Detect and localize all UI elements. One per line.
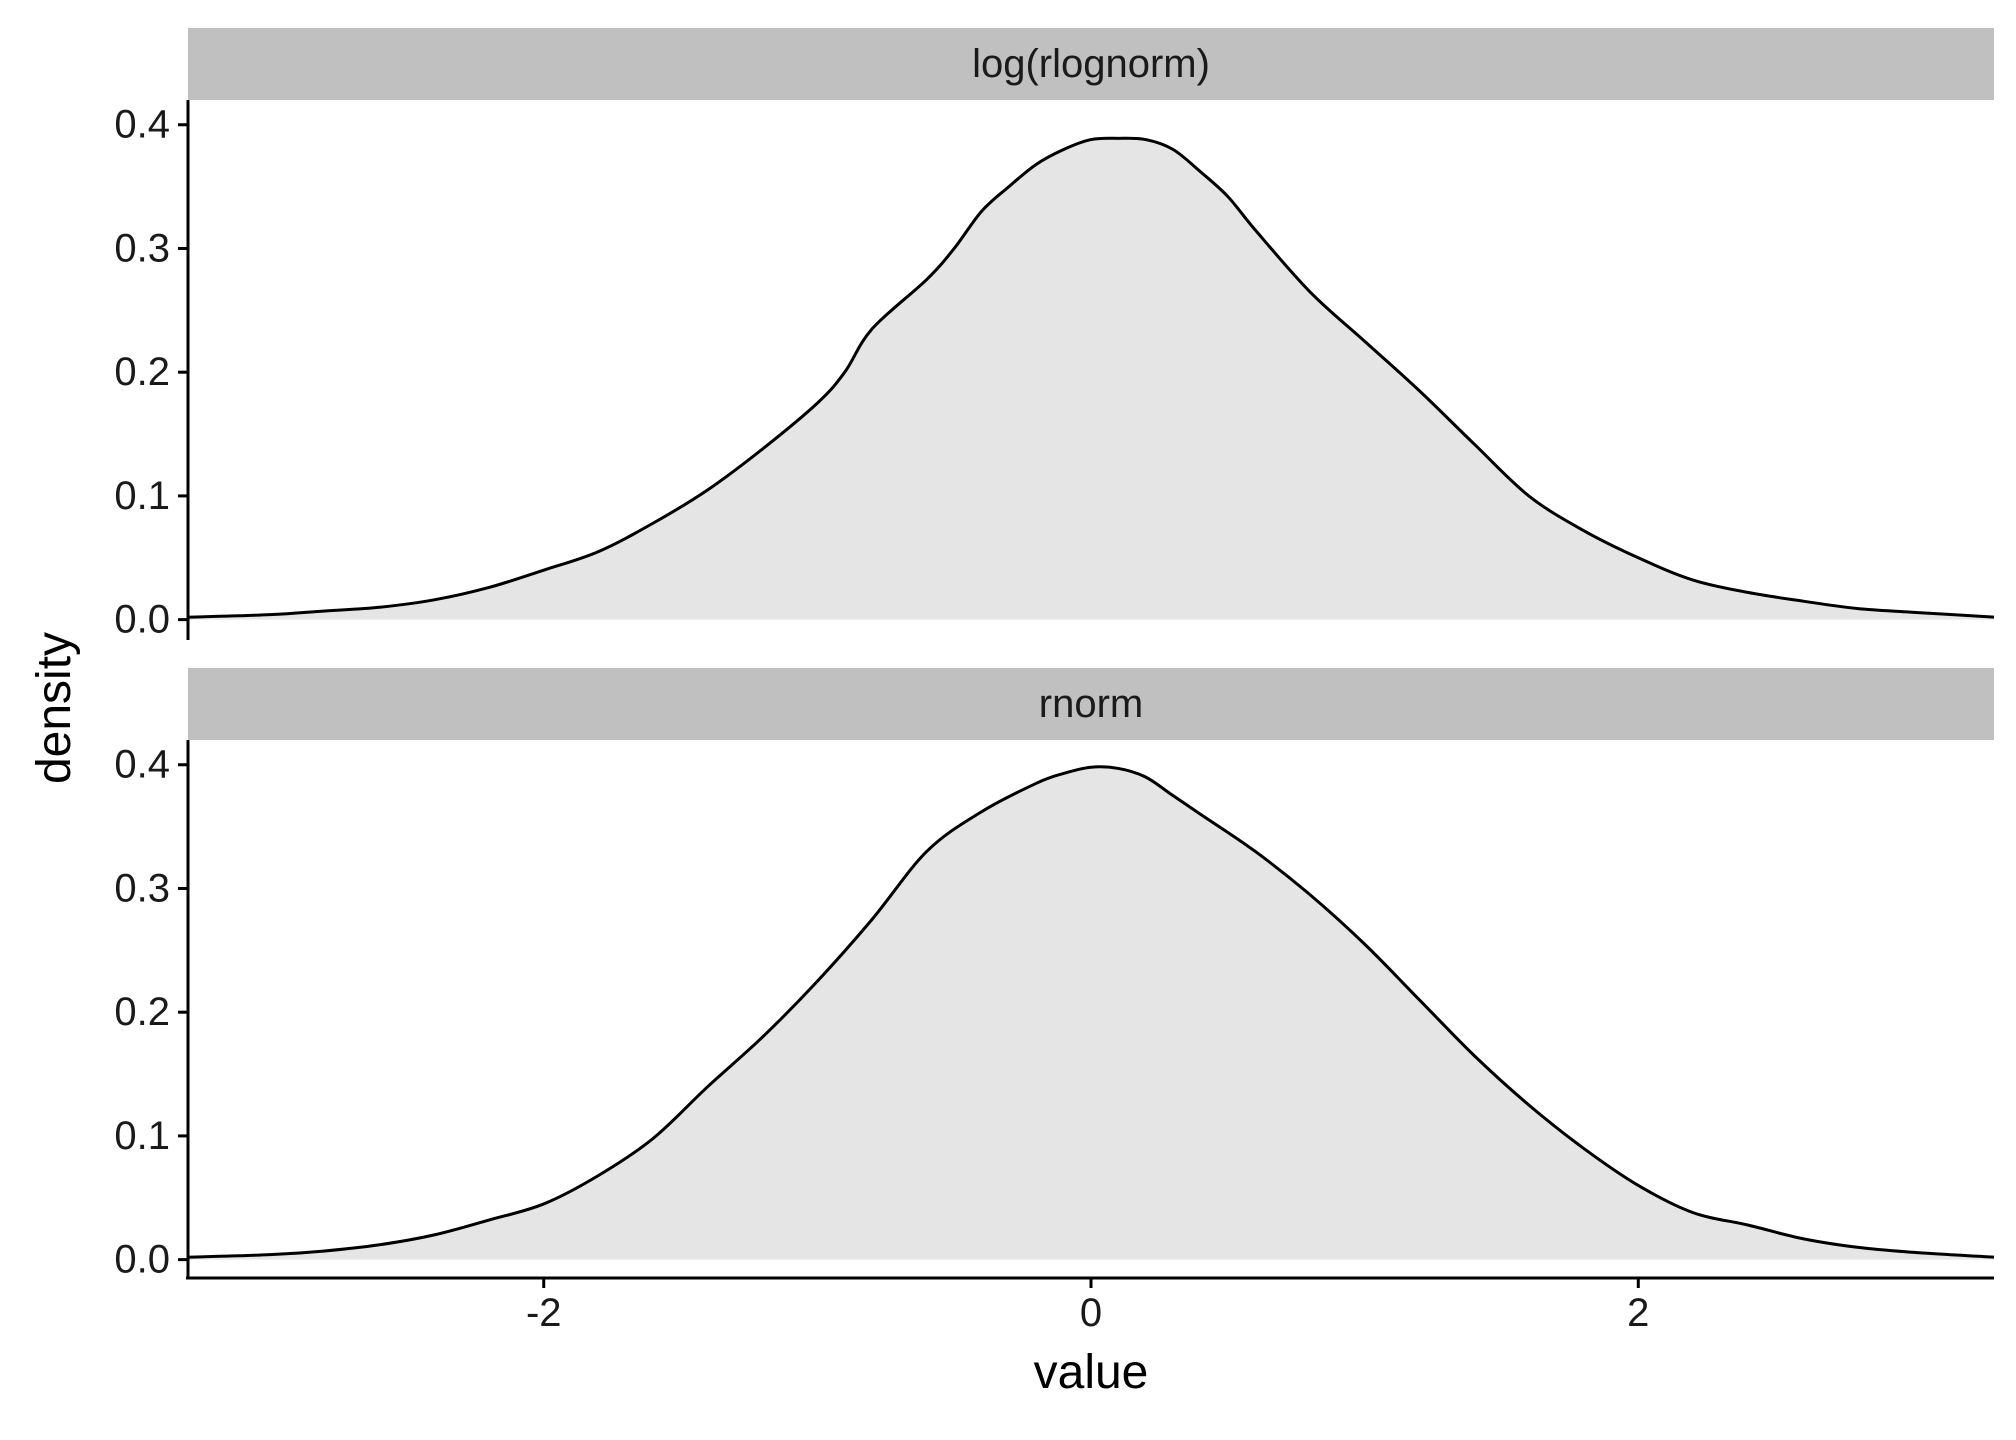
density-area-2	[188, 766, 1994, 1260]
density-line-2	[187, 765, 1995, 1259]
density-area-1	[188, 138, 1994, 620]
y-tick-label: 0.2	[114, 990, 170, 1034]
facet-strip-label-2: rnorm	[1039, 682, 1143, 726]
y-axis-ticks-2: 0.0 0.1 0.2 0.3 0.4	[114, 743, 188, 1282]
facet-strip-2	[188, 668, 1994, 740]
x-tick-label: 2	[1627, 1291, 1649, 1335]
y-tick-label: 0.0	[114, 1238, 170, 1282]
y-tick-label: 0.4	[114, 103, 170, 147]
facet-strip-label-1: log(rlognorm)	[972, 42, 1210, 86]
y-tick-label: 0.3	[114, 226, 170, 270]
y-tick-label: 0.2	[114, 350, 170, 394]
y-tick-label: 0.1	[114, 1114, 170, 1158]
facet-panel-2: rnorm 0.0 0.1 0.2 0.3 0.4	[114, 668, 1995, 1282]
y-tick-label: 0.3	[114, 866, 170, 910]
x-tick-label: 0	[1080, 1291, 1102, 1335]
x-axis-title: value	[1034, 1346, 1149, 1399]
y-tick-label: 0.4	[114, 743, 170, 787]
y-axis-ticks-1: 0.0 0.1 0.2 0.3 0.4	[114, 103, 188, 642]
facet-panel-1: log(rlognorm) 0.0 0.1 0.2 0.3 0.4	[114, 28, 1995, 642]
y-tick-label: 0.0	[114, 598, 170, 642]
x-axis-ticks: -2 0 2	[526, 1278, 1649, 1335]
y-axis-title: density	[28, 632, 81, 784]
x-tick-label: -2	[526, 1291, 562, 1335]
y-tick-label: 0.1	[114, 474, 170, 518]
density-line-1	[187, 136, 1995, 619]
facet-strip-1	[188, 28, 1994, 100]
